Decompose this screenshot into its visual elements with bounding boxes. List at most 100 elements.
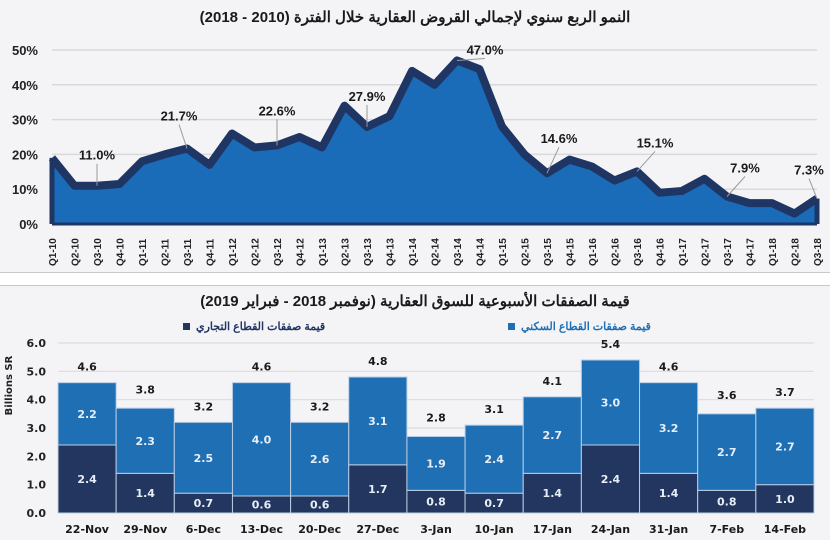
data-label: 21.7%	[161, 108, 198, 123]
x-tick-label: Q2-10	[71, 238, 82, 266]
y-tick-label: 2.0	[27, 450, 47, 463]
annotation-leader	[808, 178, 818, 199]
x-tick-label: Q4-11	[206, 238, 217, 266]
y-tick-label: 50%	[12, 43, 38, 58]
growth-area-chart: 0% 10% 20% 30% 40% 50% Q1-10 Q2-10 Q3-10 Q4-10 Q1-…	[12, 42, 824, 266]
data-label: 47.0%	[467, 42, 504, 57]
segment-label: 1.0	[775, 493, 795, 506]
x-tick-label: Q4-12	[296, 238, 307, 266]
data-label: 15.1%	[637, 135, 674, 150]
data-label: 11.0%	[79, 148, 116, 163]
quarterly-growth-panel: النمو الربع سنوي لإجمالي القروض العقارية…	[0, 9, 830, 273]
total-label: 3.7	[775, 386, 795, 399]
x-tick-label: 3-Jan	[420, 523, 452, 536]
x-tick-label: Q2-16	[611, 238, 622, 266]
bar-residential	[115, 407, 175, 474]
data-label: 14.6%	[541, 131, 578, 146]
bar-residential	[290, 421, 350, 497]
x-tick-label: Q2-18	[791, 238, 802, 266]
x-tick-label: 22-Nov	[65, 523, 110, 536]
total-label: 4.6	[252, 361, 272, 374]
x-tick-label: 10-Jan	[475, 523, 514, 536]
total-label: 4.6	[77, 361, 97, 374]
y-tick-label: 40%	[12, 78, 38, 93]
y-tick-label: 4.0	[27, 394, 47, 407]
x-tick-label: Q1-12	[228, 238, 239, 266]
x-tick-label: Q3-10	[93, 238, 104, 266]
bar-residential	[522, 396, 582, 474]
total-label: 3.2	[310, 400, 330, 413]
y-tick-label: 0.0	[27, 507, 47, 520]
total-label: 4.6	[659, 361, 679, 374]
segment-label: 2.4	[484, 453, 504, 466]
y-tick-label: 5.0	[27, 365, 47, 378]
bar-commercial	[115, 472, 175, 514]
x-tick-label: 14-Feb	[764, 523, 806, 536]
y-tick-label: 10%	[12, 182, 38, 197]
total-label: 3.6	[717, 389, 737, 402]
x-tick-label: Q1-16	[588, 238, 599, 266]
segment-label: 1.4	[135, 487, 155, 500]
x-tick-label: Q4-16	[656, 238, 667, 266]
total-label: 3.8	[135, 383, 155, 396]
x-tick-label: 29-Nov	[123, 523, 168, 536]
segment-label: 0.8	[717, 496, 737, 509]
bar-residential	[755, 407, 815, 486]
segment-label: 0.6	[252, 499, 272, 512]
segment-label: 1.9	[426, 457, 446, 470]
annotation-leader	[456, 57, 486, 61]
segment-label: 0.7	[194, 497, 214, 510]
annotation-leader	[178, 124, 188, 149]
segment-label: 0.8	[426, 496, 446, 509]
legend-residential: قيمة صفقات القطاع السكني	[508, 320, 651, 333]
bar-residential	[348, 376, 408, 466]
x-tick-label: Q2-15	[521, 238, 532, 266]
x-tick-label: 20-Dec	[298, 523, 341, 536]
x-tick-label: 27-Dec	[356, 523, 399, 536]
x-tick-label: Q4-15	[566, 238, 577, 266]
total-label: 2.8	[426, 412, 446, 425]
x-tick-label: Q3-15	[543, 238, 554, 266]
x-tick-label: Q4-10	[116, 238, 127, 266]
x-tick-label: Q4-14	[476, 238, 487, 266]
x-tick-label: Q4-13	[386, 238, 397, 266]
y-tick-label: 20%	[12, 147, 38, 162]
x-tick-label: 13-Dec	[240, 523, 283, 536]
data-label: 7.9%	[730, 161, 760, 176]
segment-label: 2.2	[77, 408, 97, 421]
x-tick-label: 6-Dec	[186, 523, 221, 536]
bar-residential	[697, 413, 757, 491]
x-tick-label: 31-Jan	[649, 523, 688, 536]
weekly-deals-panel: قيمة الصفقات الأسبوعية للسوق العقارية (ن…	[0, 286, 830, 540]
y-tick-label: 30%	[12, 113, 38, 128]
x-tick-label: Q2-11	[161, 238, 172, 266]
bar-residential	[57, 382, 117, 446]
y-tick-label: 3.0	[27, 422, 47, 435]
annotation-leader	[546, 146, 560, 174]
x-tick-label: Q1-11	[138, 238, 149, 266]
segment-label: 1.4	[659, 487, 679, 500]
y-tick-label: 0%	[19, 217, 38, 232]
segment-label: 2.6	[310, 453, 330, 466]
x-tick-label: Q1-10	[48, 238, 59, 266]
x-tick-label: Q1-13	[318, 238, 329, 266]
data-label: 7.3%	[794, 163, 824, 178]
bar-residential	[580, 359, 641, 446]
legend-commercial: قيمة صفقات القطاع التجاري	[183, 320, 325, 333]
segment-label: 4.0	[252, 433, 272, 446]
x-tick-label: Q1-14	[408, 238, 419, 266]
segment-label: 0.6	[310, 499, 330, 512]
deals-stacked-bar-chart: 0.0 1.0 2.0 3.0 4.0 5.0 6.0 Billions SR 2.4 2.2 4.…	[4, 337, 815, 536]
legend-commercial-label: قيمة صفقات القطاع التجاري	[196, 321, 326, 333]
segment-label: 1.7	[368, 483, 388, 496]
panel-divider	[0, 273, 830, 286]
x-tick-label: Q3-11	[183, 238, 194, 266]
legend-commercial-swatch	[183, 323, 190, 330]
x-tick-label: Q1-15	[498, 238, 509, 266]
x-tick-label: 24-Jan	[591, 523, 630, 536]
segment-label: 2.4	[601, 473, 621, 486]
x-tick-label: 7-Feb	[709, 523, 744, 536]
annotation-leader	[636, 151, 656, 172]
x-tick-label: Q1-18	[768, 238, 779, 266]
x-tick-label: Q2-17	[701, 238, 712, 266]
